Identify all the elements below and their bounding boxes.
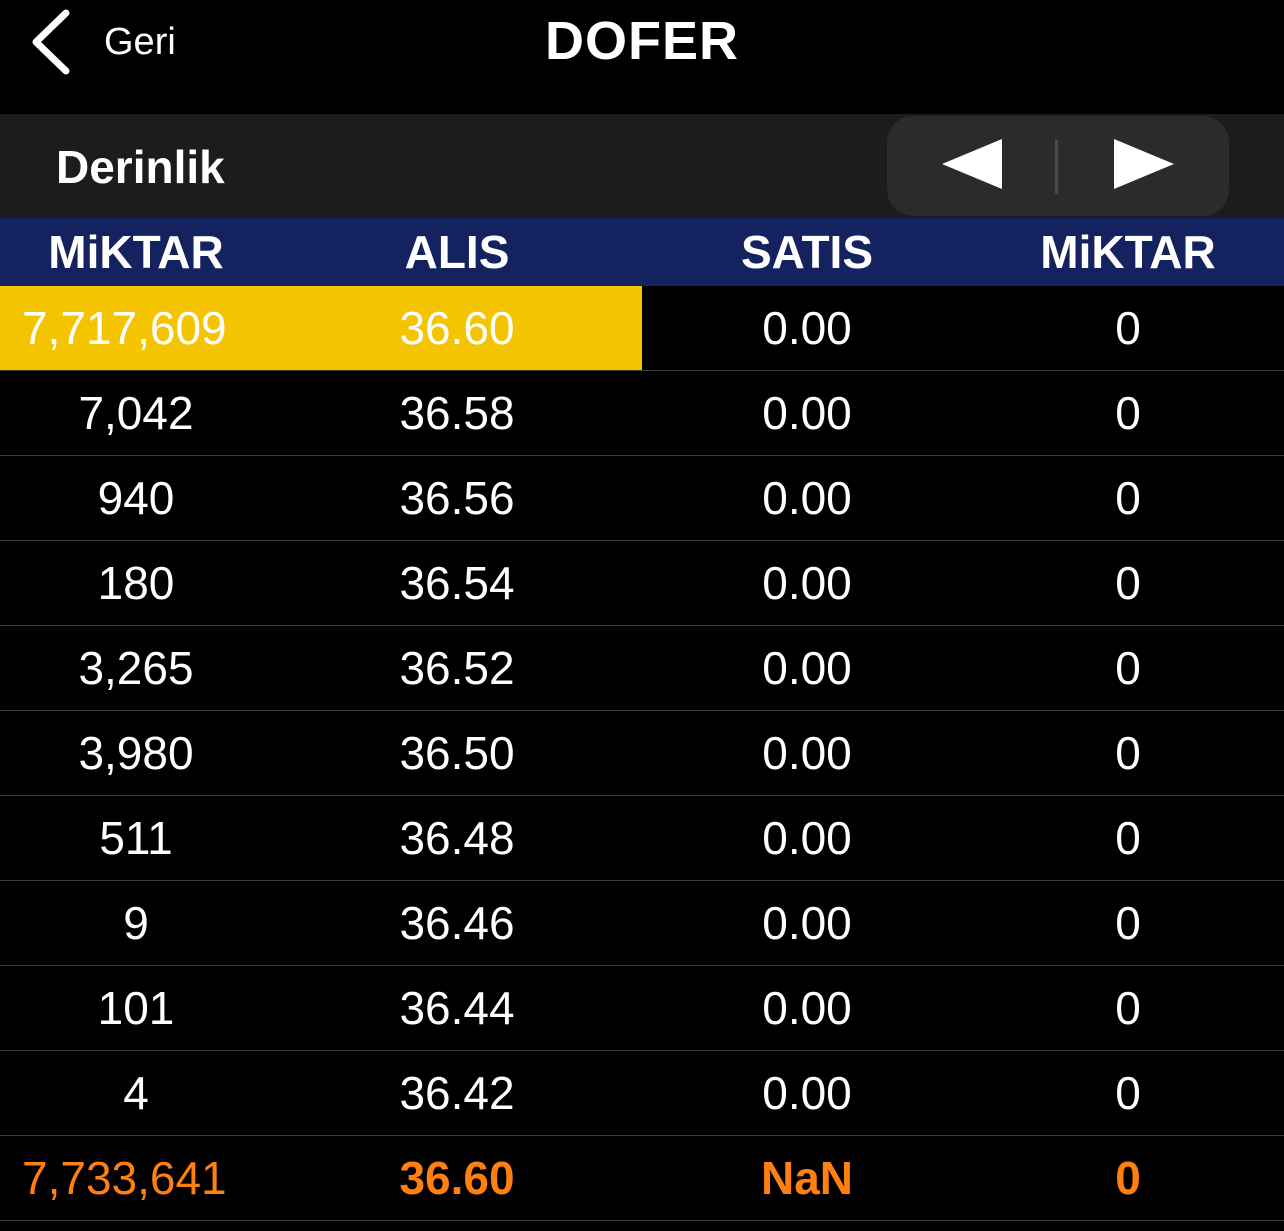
sell-price-cell: 0.00 [762,302,852,354]
table-row[interactable]: 511 36.48 0.00 0 [0,796,1284,881]
sell-quantity-cell: 0 [1115,387,1141,439]
previous-button[interactable] [887,116,1057,216]
buy-quantity-cell: 101 [97,982,175,1034]
sell-quantity-cell: 0 [1115,1067,1141,1119]
table-header: MiKTAR ALIS SATIS MiKTAR [0,218,1284,286]
buy-price-cell: 36.50 [399,727,515,779]
table-row[interactable]: 101 36.44 0.00 0 [0,966,1284,1051]
sell-quantity-cell: 0 [1115,472,1141,524]
total-buy-quantity: 7,733,641 [22,1152,227,1204]
sell-price-cell: 0.00 [762,1067,852,1119]
pager-segment [887,116,1229,216]
buy-price-cell: 36.54 [399,557,515,609]
triangle-right-icon [1112,137,1176,196]
sell-price-cell: 0.00 [762,727,852,779]
sell-quantity-cell: 0 [1115,982,1141,1034]
page-title: DOFER [545,11,739,71]
sell-price-cell: 0.00 [762,897,852,949]
sell-price-cell: 0.00 [762,387,852,439]
buy-quantity-cell: 9 [123,897,149,949]
buy-quantity-cell: 7,042 [78,387,194,439]
table-row[interactable]: 3,265 36.52 0.00 0 [0,626,1284,711]
header-buy-price: ALIS [404,226,510,278]
buy-price-cell: 36.56 [399,472,515,524]
buy-price-cell: 36.46 [399,897,515,949]
section-title: Derinlik [56,141,225,193]
sell-quantity-cell: 0 [1115,642,1141,694]
table-row[interactable]: 7,042 36.58 0.00 0 [0,371,1284,456]
sell-price-cell: 0.00 [762,557,852,609]
total-sell-quantity: 0 [1115,1152,1141,1204]
header-buy-quantity: MiKTAR [48,226,224,278]
sell-quantity-cell: 0 [1115,812,1141,864]
buy-price-cell: 36.58 [399,387,515,439]
buy-quantity-cell: 3,265 [78,642,194,694]
table-row[interactable]: 4 36.42 0.00 0 [0,1051,1284,1136]
next-button[interactable] [1059,116,1229,216]
sell-price-cell: 0.00 [762,472,852,524]
buy-quantity-cell: 180 [97,557,175,609]
header-sell-quantity: MiKTAR [1040,226,1216,278]
sell-quantity-cell: 0 [1115,557,1141,609]
total-row: 7,733,641 36.60 NaN 0 [0,1136,1284,1221]
table-row[interactable]: 3,980 36.50 0.00 0 [0,711,1284,796]
total-buy-price: 36.60 [399,1152,515,1204]
buy-price-cell: 36.44 [399,982,515,1034]
sell-price-cell: 0.00 [762,642,852,694]
chevron-left-icon [28,9,72,75]
back-button[interactable]: Geri [28,6,176,78]
depth-table: 7,717,609 36.60 0.00 0 7,042 36.58 0.00 … [0,286,1284,1221]
buy-price-cell: 36.60 [399,302,515,354]
table-row[interactable]: 940 36.56 0.00 0 [0,456,1284,541]
table-row[interactable]: 7,717,609 36.60 0.00 0 [0,286,1284,371]
nav-bar: Geri DOFER [0,0,1284,114]
table-row[interactable]: 180 36.54 0.00 0 [0,541,1284,626]
table-row[interactable]: 9 36.46 0.00 0 [0,881,1284,966]
highlight-bar [0,286,642,370]
segment-divider [1055,140,1058,194]
triangle-left-icon [940,137,1004,196]
buy-price-cell: 36.52 [399,642,515,694]
sell-quantity-cell: 0 [1115,727,1141,779]
buy-price-cell: 36.48 [399,812,515,864]
sell-price-cell: 0.00 [762,812,852,864]
buy-quantity-cell: 4 [123,1067,149,1119]
section-header: Derinlik [0,114,1284,218]
buy-quantity-cell: 940 [97,472,175,524]
sell-quantity-cell: 0 [1115,897,1141,949]
buy-quantity-cell: 7,717,609 [22,302,227,354]
buy-quantity-cell: 511 [99,812,173,864]
sell-quantity-cell: 0 [1115,302,1141,354]
buy-quantity-cell: 3,980 [78,727,194,779]
header-sell-price: SATIS [740,226,874,278]
sell-price-cell: 0.00 [762,982,852,1034]
buy-price-cell: 36.42 [399,1067,515,1119]
back-label: Geri [104,20,176,63]
total-sell-price: NaN [760,1152,854,1204]
